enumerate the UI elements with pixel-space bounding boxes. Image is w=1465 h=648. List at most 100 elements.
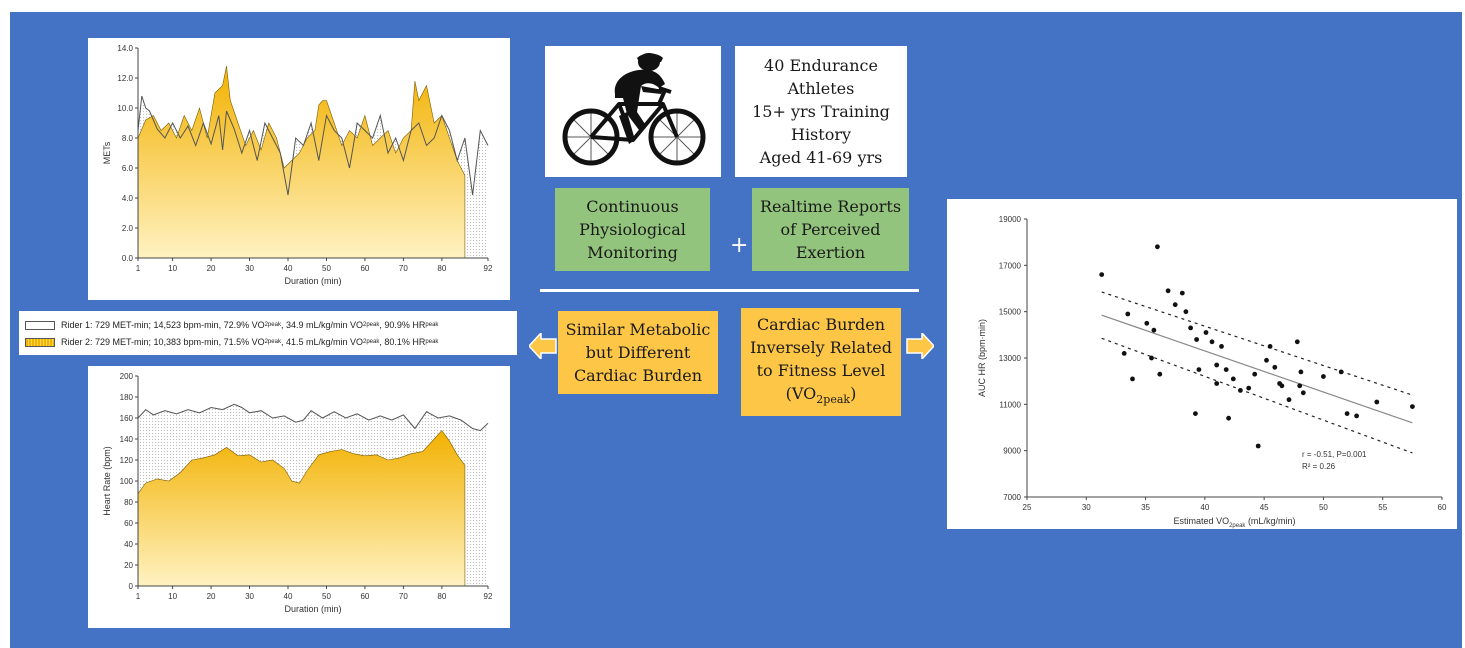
y-tick-label: 10.0	[117, 104, 133, 113]
legend: Rider 1: 729 MET-min; 14,523 bpm-min, 72…	[19, 311, 517, 355]
annotation-r2: R² = 0.26	[1302, 462, 1336, 471]
y-tick-label: 14.0	[117, 44, 133, 53]
scatter-point	[1183, 309, 1189, 315]
scatter-point	[1298, 369, 1304, 375]
cyclist-icon	[562, 52, 706, 165]
scatter-point	[1099, 272, 1105, 277]
rider-2-area	[137, 65, 466, 259]
x-label-sub: 2peak	[1229, 523, 1246, 529]
x-label-main: Estimated VO	[1174, 516, 1230, 526]
cardiac-burden-text: Cardiac Burden Inversely Related to Fitn…	[750, 313, 892, 411]
legend-sub: peak	[425, 322, 439, 328]
scatter-point	[1223, 367, 1229, 372]
scatter-point	[1144, 320, 1150, 326]
x-tick-label: 60	[360, 264, 369, 273]
scatter-point	[1157, 371, 1163, 377]
scatter-point	[1125, 311, 1131, 317]
lower-band-line	[1101, 337, 1413, 454]
legend-rider-1-text: Rider 1: 729 MET-min; 14,523 bpm-min, 72…	[61, 320, 265, 330]
cyclist-image-box	[545, 46, 721, 177]
scatter-point	[1214, 381, 1220, 386]
athletes-info-box: 40 Endurance Athletes 15+ yrs Training H…	[735, 46, 907, 177]
legend-text: , 34.9 mL/kg/min VO	[280, 320, 363, 330]
scatter-point	[1214, 362, 1220, 368]
legend-text: , 90.9% HR	[379, 320, 426, 330]
scatter-point	[1294, 339, 1300, 345]
x-tick-label: 1	[136, 592, 141, 601]
x-tick-label: 10	[168, 264, 177, 273]
scatter-y-tick-label: 15000	[999, 308, 1022, 317]
legend-rider-2: Rider 2: 729 MET-min; 10,383 bpm-min, 71…	[25, 335, 438, 349]
y-tick-label: 160	[120, 414, 134, 423]
realtime-reports-text: Realtime Reports of Perceived Exertion	[759, 197, 902, 262]
scatter-point	[1155, 244, 1160, 250]
scatter-point	[1354, 413, 1359, 419]
x-axis-label: Duration (min)	[284, 604, 341, 614]
scatter-y-tick-label: 7000	[1003, 493, 1021, 502]
x-tick-label: 70	[399, 592, 408, 601]
x-tick-label: 20	[207, 592, 216, 601]
scatter-point	[1267, 344, 1273, 349]
scatter-point	[1219, 344, 1224, 349]
x-tick-label: 40	[284, 592, 293, 601]
scatter-chart-panel: 7000 9000 11000 13000 15000 17000 19000 25 30 35 4…	[947, 199, 1457, 529]
y-tick-label: 0	[129, 582, 134, 591]
y-tick-label: 100	[120, 477, 134, 486]
scatter-y-tick-label: 13000	[999, 354, 1022, 363]
scatter-point	[1252, 371, 1258, 377]
x-tick-label: 70	[399, 264, 408, 273]
scatter-y-tick-label: 11000	[999, 400, 1021, 409]
y-tick-label: 6.0	[122, 164, 134, 173]
mets-chart: 0.0 2.0 4.0 6.0 8.0 10.0 12.0 14.0 1 10 20 30 40 50 60…	[102, 44, 493, 286]
scatter-point	[1130, 376, 1135, 382]
y-tick-label: 0.0	[122, 254, 134, 263]
realtime-reports-box: Realtime Reports of Perceived Exertion	[752, 188, 909, 271]
x-tick-label: 1	[136, 264, 141, 273]
legend-text: , 80.1% HR	[379, 337, 426, 347]
heart-rate-chart-panel: 0 20 40 60 80 100 120 140 160 180 200 1 10 20 30 40 50 60…	[88, 366, 510, 628]
legend-swatch-rider-2	[25, 337, 55, 347]
legend-rider-2-text: Rider 2: 729 MET-min; 10,383 bpm-min, 71…	[61, 337, 265, 347]
scatter-x-tick-label: 30	[1082, 503, 1091, 512]
x-tick-label: 50	[322, 264, 331, 273]
x-tick-label: 30	[245, 592, 254, 601]
diagram-canvas: 0.0 2.0 4.0 6.0 8.0 10.0 12.0 14.0 1 10 20 30 40 50 60…	[10, 12, 1462, 648]
y-tick-label: 200	[120, 372, 134, 381]
scatter-point	[1272, 364, 1278, 370]
scatter-chart: 7000 9000 11000 13000 15000 17000 19000 25 30 35 4…	[977, 215, 1447, 529]
continuous-monitoring-box: Continuous Physiological Monitoring	[555, 188, 710, 271]
scatter-point	[1238, 388, 1243, 393]
scatter-point	[1297, 383, 1303, 389]
legend-text: , 41.5 mL/kg/min VO	[280, 337, 363, 347]
scatter-point	[1410, 404, 1415, 409]
scatter-point	[1194, 337, 1199, 342]
scatter-point	[1151, 327, 1157, 333]
legend-sub: 2peak	[264, 322, 281, 328]
y-tick-label: 8.0	[122, 134, 134, 143]
y-tick-label: 4.0	[122, 194, 134, 203]
scatter-point	[1121, 351, 1127, 356]
y-tick-label: 40	[124, 540, 133, 549]
legend-sub: 2peak	[363, 322, 380, 328]
y-tick-label: 20	[124, 561, 133, 570]
scatter-point	[1344, 411, 1350, 416]
scatter-x-tick-label: 45	[1260, 503, 1269, 512]
x-label-unit: (mL/kg/min)	[1245, 516, 1295, 526]
similar-metabolic-text: Similar Metabolic but Different Cardiac …	[565, 320, 711, 385]
scatter-point	[1193, 411, 1198, 416]
scatter-x-tick-label: 50	[1319, 503, 1328, 512]
plus-sign: +	[730, 233, 749, 258]
scatter-point	[1374, 399, 1380, 405]
y-tick-label: 140	[120, 435, 134, 444]
scatter-point	[1165, 288, 1171, 294]
scatter-point	[1149, 355, 1154, 361]
rider-1-line	[137, 95, 489, 196]
cardiac-burden-box: Cardiac Burden Inversely Related to Fitn…	[741, 308, 901, 416]
cardiac-burden-text-main: Cardiac Burden Inversely Related to Fitn…	[749, 314, 892, 403]
athletes-info-text: 40 Endurance Athletes 15+ yrs Training H…	[752, 56, 890, 167]
y-tick-label: 12.0	[117, 74, 133, 83]
mets-chart-panel: 0.0 2.0 4.0 6.0 8.0 10.0 12.0 14.0 1 10 20 30 40 50 60…	[88, 38, 510, 300]
legend-swatch-rider-1	[25, 320, 55, 330]
scatter-point	[1264, 357, 1269, 363]
annotation-r: r = -0.51, P=0.001	[1302, 450, 1367, 459]
